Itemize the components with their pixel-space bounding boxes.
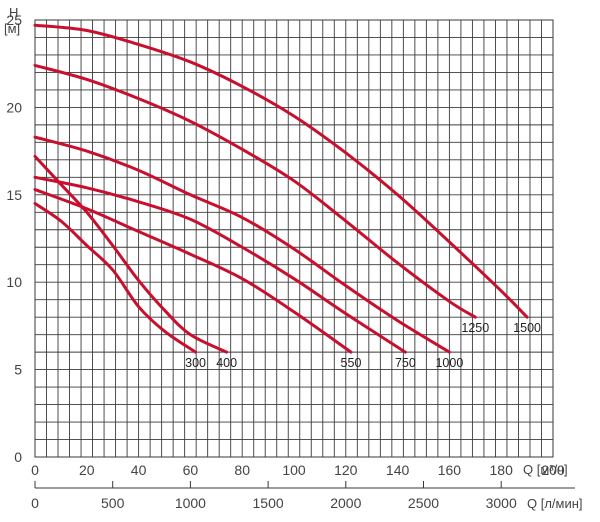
x2-tick-label: 0 bbox=[31, 495, 39, 511]
x-tick-label: 120 bbox=[334, 462, 358, 478]
y-tick-label: 25 bbox=[6, 12, 22, 28]
x2-tick-label: 2000 bbox=[330, 495, 361, 511]
x-tick-label: 80 bbox=[234, 462, 250, 478]
x-tick-label: 60 bbox=[183, 462, 199, 478]
curve-label-550: 550 bbox=[341, 356, 362, 370]
x-tick-label: 140 bbox=[386, 462, 410, 478]
x-tick-label: 20 bbox=[79, 462, 95, 478]
grid bbox=[34, 19, 575, 489]
x2-axis-ticks: 0 500 1000 1500 2000 2500 3000 bbox=[31, 481, 517, 511]
y-axis-ticks: 0 5 10 15 20 25 bbox=[6, 12, 22, 465]
curve-1250 bbox=[33, 63, 477, 319]
y-tick-label: 5 bbox=[14, 362, 22, 378]
x-tick-label: 100 bbox=[282, 462, 306, 478]
curve-750 bbox=[33, 175, 407, 354]
y-axis-label-top: H bbox=[9, 5, 18, 20]
curves bbox=[33, 23, 529, 354]
x-axis-ticks: 0 20 40 60 80 100 120 140 160 180 200 bbox=[31, 462, 565, 478]
x-tick-label: 160 bbox=[438, 462, 462, 478]
curve-label-1000: 1000 bbox=[435, 356, 463, 370]
x-tick-label: 200 bbox=[541, 462, 565, 478]
curve-label-750: 750 bbox=[395, 356, 416, 370]
x-axis-label: Q [м³/ч] bbox=[523, 462, 568, 477]
x2-tick-label: 2500 bbox=[408, 495, 439, 511]
curve-1500 bbox=[33, 23, 529, 319]
x-tick-label: 180 bbox=[490, 462, 514, 478]
x2-axis-label: Q [л/мин] bbox=[527, 496, 583, 511]
y-tick-label: 15 bbox=[6, 187, 22, 203]
y-tick-label: 0 bbox=[14, 449, 22, 465]
curve-label-1500: 1500 bbox=[513, 321, 541, 335]
curve-300 bbox=[33, 202, 198, 354]
curve-400 bbox=[33, 154, 229, 354]
y-tick-label: 20 bbox=[6, 99, 22, 115]
x-tick-label: 0 bbox=[31, 462, 39, 478]
x2-tick-label: 1000 bbox=[175, 495, 206, 511]
x2-tick-label: 1500 bbox=[253, 495, 284, 511]
x2-tick-label: 500 bbox=[101, 495, 125, 511]
plot-frame bbox=[34, 19, 554, 458]
curve-label-300: 300 bbox=[185, 356, 206, 370]
curve-1000 bbox=[33, 135, 451, 354]
x2-tick-label: 3000 bbox=[486, 495, 517, 511]
curve-label-1250: 1250 bbox=[461, 321, 489, 335]
curve-550 bbox=[33, 188, 353, 354]
y-tick-label: 10 bbox=[6, 274, 22, 290]
y-axis-label-unit: [м] bbox=[4, 21, 20, 36]
x-tick-label: 40 bbox=[131, 462, 147, 478]
curve-label-400: 400 bbox=[216, 356, 237, 370]
curve-labels: 300 400 550 750 1000 1250 1500 bbox=[185, 321, 541, 370]
